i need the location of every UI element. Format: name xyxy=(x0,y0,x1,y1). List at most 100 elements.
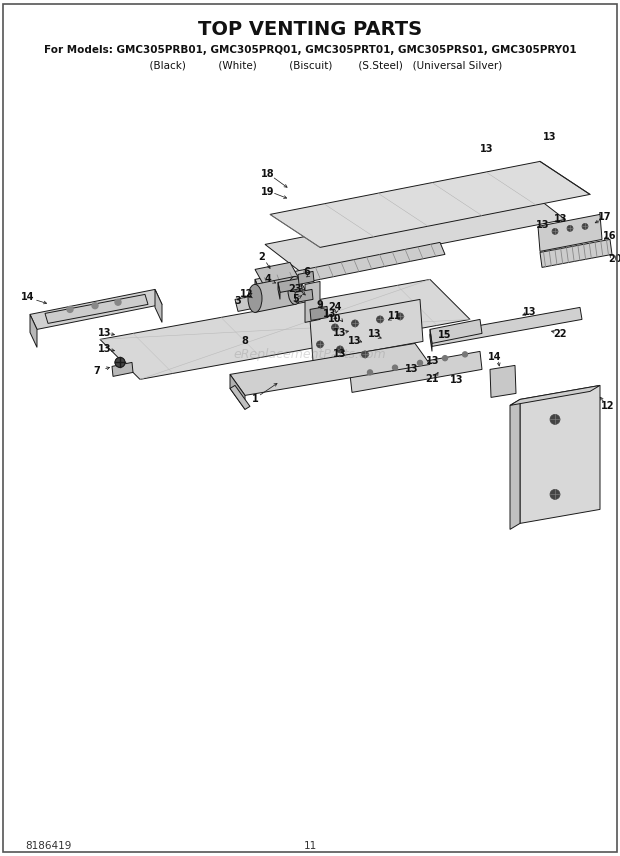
Polygon shape xyxy=(310,306,328,320)
Text: 13: 13 xyxy=(427,356,440,366)
Circle shape xyxy=(92,303,98,309)
Circle shape xyxy=(316,341,324,348)
Text: 13: 13 xyxy=(405,365,419,374)
Text: 16: 16 xyxy=(603,231,617,241)
Text: 1: 1 xyxy=(252,395,259,404)
Circle shape xyxy=(417,360,422,366)
Circle shape xyxy=(67,306,73,312)
Polygon shape xyxy=(30,314,37,348)
Circle shape xyxy=(115,300,121,306)
Circle shape xyxy=(352,320,358,327)
Polygon shape xyxy=(255,279,260,300)
Polygon shape xyxy=(255,263,305,296)
Text: 8186419: 8186419 xyxy=(25,841,71,851)
Circle shape xyxy=(337,346,343,353)
Polygon shape xyxy=(155,289,162,323)
Text: 5: 5 xyxy=(293,294,299,305)
Text: 10: 10 xyxy=(328,314,342,324)
Circle shape xyxy=(361,351,368,358)
Text: 13: 13 xyxy=(523,307,537,318)
Circle shape xyxy=(567,225,573,231)
Polygon shape xyxy=(510,385,600,406)
Text: 14: 14 xyxy=(489,353,502,362)
Polygon shape xyxy=(45,294,148,324)
Text: 6: 6 xyxy=(304,267,311,277)
Polygon shape xyxy=(265,193,565,271)
Text: 12: 12 xyxy=(241,289,254,300)
Polygon shape xyxy=(230,385,250,409)
Circle shape xyxy=(368,370,373,375)
Polygon shape xyxy=(278,278,302,293)
Text: 14: 14 xyxy=(21,293,35,302)
Text: 22: 22 xyxy=(553,330,567,339)
Polygon shape xyxy=(270,162,590,247)
Text: 13: 13 xyxy=(323,309,337,319)
Circle shape xyxy=(115,358,125,367)
Text: For Models: GMC305PRB01, GMC305PRQ01, GMC305PRT01, GMC305PRS01, GMC305PRY01: For Models: GMC305PRB01, GMC305PRQ01, GM… xyxy=(43,45,577,55)
Text: 13: 13 xyxy=(536,220,550,230)
Polygon shape xyxy=(490,366,516,397)
Text: 17: 17 xyxy=(598,212,612,223)
Polygon shape xyxy=(298,271,314,284)
Polygon shape xyxy=(310,300,423,361)
Circle shape xyxy=(443,355,448,360)
Polygon shape xyxy=(112,362,133,377)
Polygon shape xyxy=(305,282,320,323)
Polygon shape xyxy=(540,240,612,267)
Text: 13: 13 xyxy=(98,344,112,354)
Polygon shape xyxy=(295,289,313,302)
Circle shape xyxy=(397,313,404,320)
Text: 11: 11 xyxy=(388,312,402,321)
Text: 23: 23 xyxy=(288,284,302,294)
Text: 13: 13 xyxy=(368,330,382,339)
Text: 9: 9 xyxy=(317,300,324,311)
Polygon shape xyxy=(255,242,445,291)
Polygon shape xyxy=(430,307,582,347)
Text: 13: 13 xyxy=(98,329,112,338)
Text: 21: 21 xyxy=(425,374,439,384)
Circle shape xyxy=(392,366,397,370)
Ellipse shape xyxy=(288,276,302,305)
Polygon shape xyxy=(510,400,520,529)
Text: 18: 18 xyxy=(261,169,275,180)
Circle shape xyxy=(552,229,558,235)
Circle shape xyxy=(582,223,588,229)
Circle shape xyxy=(332,324,339,331)
Text: 3: 3 xyxy=(234,296,241,306)
Text: 11: 11 xyxy=(303,841,317,851)
Text: 15: 15 xyxy=(438,330,452,341)
Circle shape xyxy=(376,316,384,323)
Text: 19: 19 xyxy=(261,187,275,198)
Polygon shape xyxy=(520,385,600,523)
Text: 12: 12 xyxy=(601,401,615,412)
Polygon shape xyxy=(100,279,470,379)
Polygon shape xyxy=(430,330,432,352)
Text: 13: 13 xyxy=(543,133,557,142)
Text: 13: 13 xyxy=(554,214,568,224)
Text: 13: 13 xyxy=(450,376,464,385)
Circle shape xyxy=(463,352,467,357)
Text: 20: 20 xyxy=(608,254,620,265)
Text: 13: 13 xyxy=(334,349,347,360)
Polygon shape xyxy=(430,319,482,343)
Polygon shape xyxy=(230,343,430,395)
Polygon shape xyxy=(350,352,482,392)
Polygon shape xyxy=(255,276,295,312)
Text: (Black)          (White)          (Biscuit)        (S.Steel)   (Universal Silver: (Black) (White) (Biscuit) (S.Steel) (Uni… xyxy=(117,60,503,70)
Text: 13: 13 xyxy=(480,145,494,154)
Polygon shape xyxy=(278,282,280,300)
Text: 8: 8 xyxy=(242,336,249,347)
Circle shape xyxy=(550,490,560,499)
Text: TOP VENTING PARTS: TOP VENTING PARTS xyxy=(198,21,422,39)
Text: 2: 2 xyxy=(259,253,265,263)
Text: eReplacementParts.com: eReplacementParts.com xyxy=(234,348,386,361)
Text: 13: 13 xyxy=(348,336,361,347)
Polygon shape xyxy=(30,289,162,330)
Text: 24: 24 xyxy=(328,302,342,312)
Polygon shape xyxy=(538,214,602,252)
Text: 4: 4 xyxy=(265,275,272,284)
Circle shape xyxy=(550,414,560,425)
Polygon shape xyxy=(235,289,288,312)
Text: 7: 7 xyxy=(94,366,100,377)
Ellipse shape xyxy=(248,284,262,312)
